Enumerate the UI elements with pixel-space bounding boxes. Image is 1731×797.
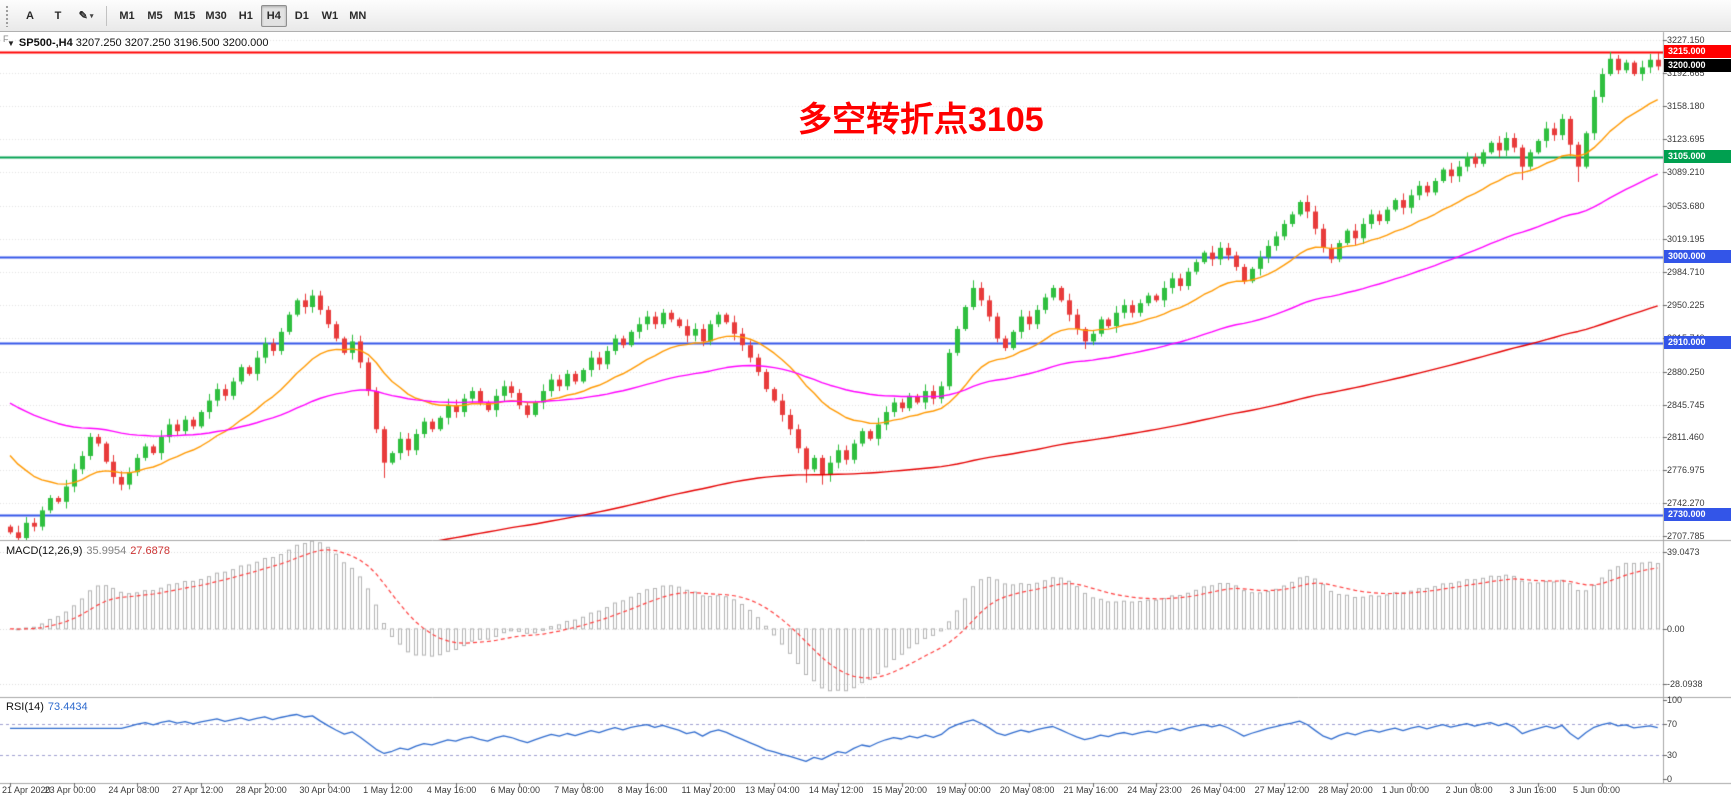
price-axis-tick: 2950.225 (1667, 299, 1705, 310)
timeframe-toolbar: M1 M5 M15 M30 H1 H4 D1 W1 MN (114, 4, 371, 27)
time-axis-label: 1 May 12:00 (363, 785, 413, 795)
time-axis-label: 26 May 04:00 (1190, 785, 1246, 795)
time-axis-label: 24 Apr 08:00 (108, 785, 160, 795)
time-axis-label: 19 May 00:00 (936, 785, 991, 795)
timeframe-button-m15[interactable]: M15 (170, 5, 199, 27)
chart-annotation-text[interactable]: 多空转折点3105 (798, 101, 1044, 139)
time-axis-label: 4 May 16:00 (426, 785, 477, 795)
time-axis-label: 20 May 08:00 (999, 785, 1055, 795)
macd-axis-tick: -28.0938 (1667, 679, 1703, 690)
time-axis-label: 28 Apr 20:00 (235, 785, 287, 795)
rsi-axis-tick: 0 (1667, 774, 1673, 784)
price-axis[interactable]: 3227.150 3192.665 3158.180 3123.695 3089.210… (1664, 32, 1731, 784)
time-axis-label: 23 Apr 00:00 (44, 785, 96, 795)
timeframe-button-h4[interactable]: H4 (260, 4, 287, 27)
price-axis-tick: 2880.250 (1667, 366, 1705, 377)
price-tag-3000.000: 3000.000 (1664, 250, 1731, 264)
ohlc-values: 3207.250 3207.250 3196.500 3200.000 (75, 37, 269, 49)
timeframe-button-m5[interactable]: M5 (142, 5, 168, 27)
price-axis-tick: 2742.270 (1667, 498, 1705, 509)
timeframe-button-h1[interactable]: H1 (233, 5, 259, 27)
time-axis-label: 7 May 08:00 (554, 785, 604, 795)
chart-title[interactable]: ▼ SP500-,H4 3207.250 3207.250 3196.500 32… (7, 37, 269, 49)
price-tag-3105.000: 3105.000 (1664, 150, 1731, 164)
price-axis-tick: 2811.460 (1667, 432, 1704, 443)
price-axis-tick: 2984.710 (1667, 266, 1705, 277)
toolbar-grip[interactable] (5, 4, 10, 27)
text-tool-button[interactable]: T (45, 5, 71, 27)
time-axis-label: 30 Apr 04:00 (299, 785, 351, 795)
time-axis-label: 2 Jun 08:00 (1445, 785, 1493, 795)
time-axis-label: 14 May 12:00 (808, 785, 864, 795)
price-tag-2910.000: 2910.000 (1664, 336, 1731, 350)
macd-label: MACD(12,26,9) (6, 545, 83, 557)
macd-signal-value: 27.6878 (130, 545, 170, 557)
time-axis-label: 3 Jun 16:00 (1509, 785, 1557, 795)
timeframe-button-mn[interactable]: MN (345, 5, 371, 27)
time-axis-label: 6 May 00:00 (490, 785, 540, 795)
price-tag-3200.000: 3200.000 (1664, 59, 1731, 73)
letter-a-icon: A (26, 9, 34, 22)
rsi-axis-tick: 30 (1667, 750, 1678, 761)
price-axis-tick: 3158.180 (1667, 101, 1705, 112)
rsi-indicator-title: RSI(14) 73.4434 (6, 701, 92, 713)
text-tool-icon: T (54, 9, 62, 22)
main-toolbar: A T ✎ ▾ M1 M5 M15 M30 H1 H4 D1 W1 MN (0, 0, 1731, 32)
macd-indicator-title: MACD(12,26,9) 35.9954 27.6878 (6, 545, 174, 557)
docked-toolbar-label: F (3, 34, 9, 44)
time-axis-label: 27 May 12:00 (1254, 785, 1310, 795)
draw-tool-button[interactable]: ✎ ▾ (73, 5, 99, 27)
annotation-tool-button[interactable]: A (17, 5, 43, 27)
timeframe-button-m1[interactable]: M1 (114, 5, 140, 27)
time-axis-label: 21 May 16:00 (1063, 785, 1119, 795)
price-axis-tick: 3123.695 (1667, 134, 1705, 145)
time-axis-label: 28 May 20:00 (1318, 785, 1373, 795)
symbol-period-label: SP500-,H4 (18, 37, 73, 49)
macd-axis-tick: 39.0473 (1667, 546, 1700, 557)
time-axis-label: 24 May 23:00 (1127, 785, 1182, 795)
time-axis-label: 5 Jun 00:00 (1573, 785, 1621, 795)
timeframe-button-m30[interactable]: M30 (201, 5, 230, 27)
timeframe-button-w1[interactable]: W1 (317, 5, 343, 27)
price-axis-tick: 3019.195 (1667, 234, 1705, 245)
price-tag-3215.000: 3215.000 (1664, 45, 1731, 59)
price-axis-tick: 3089.210 (1667, 167, 1705, 178)
chevron-down-icon: ▼ (7, 39, 15, 48)
rsi-axis-tick: 70 (1667, 718, 1678, 729)
time-axis[interactable]: 21 Apr 2020 23 Apr 00:00 24 Apr 08:00 27 Ap… (0, 784, 1731, 797)
price-axis-tick: 3053.680 (1667, 201, 1705, 212)
time-axis-label: 11 May 20:00 (681, 785, 736, 795)
time-axis-label: 1 Jun 00:00 (1381, 785, 1429, 795)
time-axis-label: 27 Apr 12:00 (172, 785, 224, 795)
caret-down-icon: ▾ (89, 12, 94, 20)
rsi-axis-tick: 100 (1667, 695, 1683, 705)
pencil-icon: ✎ (78, 10, 88, 22)
time-axis-label: 8 May 16:00 (617, 785, 668, 795)
price-axis-tick: 2776.975 (1667, 465, 1705, 476)
macd-main-value: 35.9954 (86, 545, 127, 557)
rsi-value: 73.4434 (47, 701, 88, 713)
time-axis-label: 13 May 04:00 (745, 785, 800, 795)
time-axis-label: 15 May 20:00 (872, 785, 928, 795)
toolbar-separator (106, 5, 107, 26)
timeframe-button-d1[interactable]: D1 (289, 5, 315, 27)
time-axis-label: 21 Apr 2020 (2, 785, 51, 795)
price-axis-tick: 2845.745 (1667, 399, 1705, 410)
price-axis-tick: 2707.785 (1667, 531, 1705, 542)
price-axis-tick: 3227.150 (1667, 35, 1705, 46)
price-tag-2730.000: 2730.000 (1664, 508, 1731, 522)
rsi-label: RSI(14) (6, 701, 44, 713)
macd-axis-tick: 0.00 (1667, 623, 1685, 634)
price-axis-tick: 3192.665 (1667, 68, 1705, 79)
